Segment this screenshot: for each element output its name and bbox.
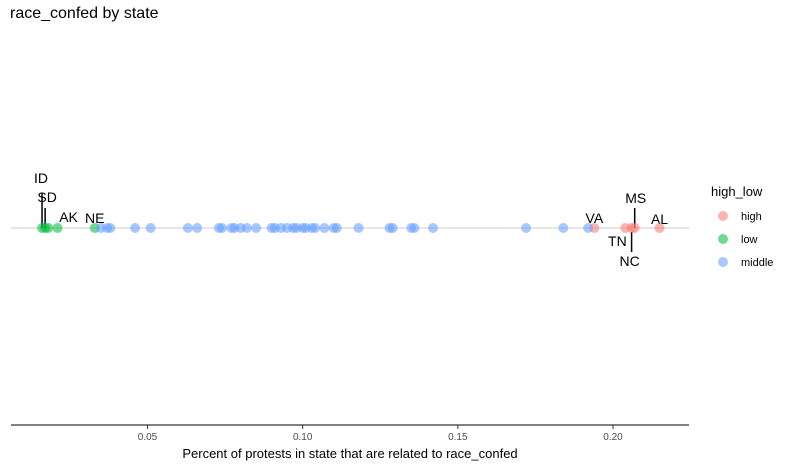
data-point-middle xyxy=(353,223,364,233)
data-point-middle xyxy=(319,223,330,233)
state-label-nc: NC xyxy=(619,253,639,269)
legend-label-high: high xyxy=(741,211,762,223)
data-point-middle xyxy=(558,223,569,233)
state-label-id: ID xyxy=(34,170,48,186)
x-tick-label: 0.20 xyxy=(603,432,623,443)
state-label-ne: NE xyxy=(85,210,104,226)
data-point-middle xyxy=(409,223,420,233)
data-point-middle xyxy=(130,223,141,233)
data-point-middle xyxy=(310,223,321,233)
data-point-middle xyxy=(251,223,262,233)
data-point-middle xyxy=(331,223,342,233)
data-point-middle xyxy=(387,223,398,233)
x-axis: 0.05 0.10 0.15 0.20 Percent of protests in s… xyxy=(11,424,689,461)
data-point-middle xyxy=(583,223,594,233)
legend-title: high_low xyxy=(711,184,763,199)
legend-label-low: low xyxy=(741,234,758,246)
x-tick-label: 0.15 xyxy=(448,432,468,443)
x-tick-label: 0.10 xyxy=(293,432,313,443)
data-point-middle xyxy=(192,223,203,233)
data-points xyxy=(37,223,665,233)
state-label-al: AL xyxy=(651,211,668,227)
data-point-low xyxy=(43,223,54,233)
legend-label-middle: middle xyxy=(741,257,773,269)
x-axis-title: Percent of protests in state that are re… xyxy=(182,446,517,461)
data-point-middle xyxy=(105,223,116,233)
legend-swatch-middle xyxy=(718,257,728,267)
legend-swatch-low xyxy=(718,234,728,244)
state-label-ms: MS xyxy=(625,190,646,206)
data-point-middle xyxy=(521,223,532,233)
state-label-va: VA xyxy=(586,210,604,226)
state-label-tn: TN xyxy=(608,233,627,249)
data-point-middle xyxy=(145,223,156,233)
x-tick-label: 0.05 xyxy=(138,432,158,443)
legend-swatch-high xyxy=(718,211,728,221)
data-point-middle xyxy=(241,223,252,233)
data-point-middle xyxy=(217,223,228,233)
data-point-middle xyxy=(182,223,193,233)
data-point-high xyxy=(654,223,665,233)
state-label-sd: SD xyxy=(37,189,56,205)
data-point-middle xyxy=(428,223,439,233)
chart-title: race_confed by state xyxy=(10,5,159,22)
data-point-high xyxy=(629,223,640,233)
state-label-ak: AK xyxy=(59,209,78,225)
data-point-low xyxy=(52,223,63,233)
